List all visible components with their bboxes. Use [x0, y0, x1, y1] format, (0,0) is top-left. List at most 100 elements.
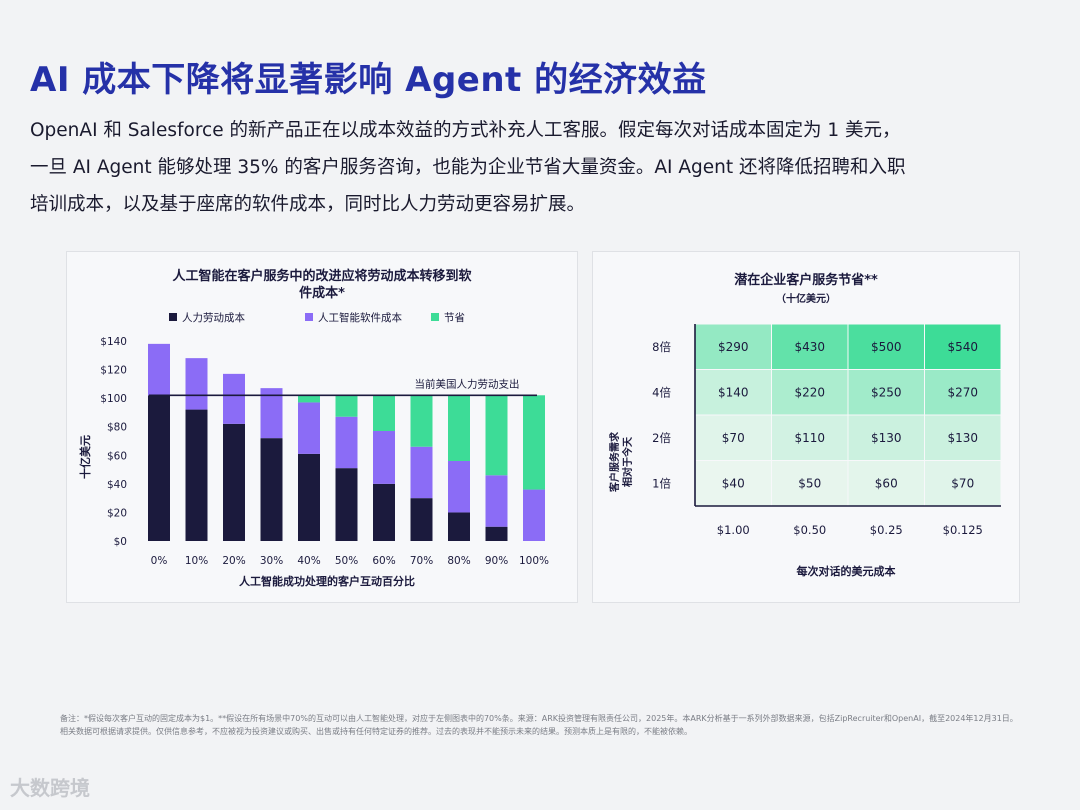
chart-bars: 0% 10% 20% 30% 40% 50% 60% 70% 80% 90% 100%	[148, 343, 549, 567]
bar-segment	[485, 475, 508, 527]
body-line: 培训成本，以及基于座席的软件成本，同时比人力劳动更容易扩展。	[30, 194, 586, 215]
x-tick-label: 100%	[519, 555, 549, 567]
chart-legend: 人力劳动成本 人工智能软件成本 节省	[169, 311, 465, 324]
heatmap-panel: 潜在企业客户服务节省** （十亿美元） $290 $430 $500 $540 $140…	[592, 251, 1020, 603]
heatmap-chart: 潜在企业客户服务节省** （十亿美元） $290 $430 $500 $540 $140…	[608, 272, 1002, 578]
heatmap-cell	[771, 460, 849, 507]
heatmap-cell-label: $60	[875, 476, 898, 490]
bar-segment	[335, 416, 358, 469]
heatmap-cell-label: $70	[722, 431, 745, 445]
bar-segment	[298, 402, 320, 454]
bar-segment	[373, 483, 395, 541]
chart-title: 件成本*	[299, 285, 345, 301]
heatmap-cell	[847, 414, 925, 461]
heatmap-cell	[694, 369, 772, 416]
y-tick-label: $140	[100, 336, 127, 348]
x-tick-label: 40%	[297, 555, 320, 567]
y-tick-label: $40	[107, 479, 127, 491]
bar-segment	[335, 395, 358, 417]
heatmap-cell-label: $50	[798, 476, 821, 490]
x-tick-label: 50%	[335, 555, 358, 567]
bar-segment	[448, 395, 470, 461]
bar-segment	[410, 446, 433, 499]
heatmap-cell	[847, 369, 925, 416]
x-tick-label: 30%	[260, 555, 283, 567]
body-line: 一旦 AI Agent 能够处理 35% 的客户服务咨询，也能为企业节省大量资金…	[30, 157, 906, 178]
reference-line-group: 当前美国人力劳动支出	[149, 377, 537, 397]
y-tick-label: 8倍	[652, 340, 671, 354]
bar-segment	[523, 489, 545, 541]
bar-segment	[448, 461, 470, 513]
heatmap-cell	[924, 414, 1002, 461]
bar-segment	[260, 388, 283, 439]
heatmap-cell-label: $40	[722, 476, 745, 490]
bar-segment	[410, 395, 433, 447]
x-tick-label: 80%	[447, 555, 470, 567]
chart-subtitle: （十亿美元）	[776, 292, 836, 305]
bar-segment	[223, 423, 245, 541]
y-tick-label: $60	[107, 450, 127, 462]
y-tick-label: $120	[100, 365, 127, 377]
bar-segment	[335, 468, 358, 541]
y-axis-label: 客户服务需求	[608, 431, 621, 493]
watermark-logo: 大数跨境	[10, 776, 90, 800]
bar-segment	[410, 498, 433, 541]
y-tick-label: $20	[107, 507, 127, 519]
chart-axis: $0 $20 $40 $60 $80 $100 $120 $140	[100, 336, 127, 548]
x-axis-label: 人工智能成功处理的客户互动百分比	[239, 574, 415, 588]
x-tick-label: 60%	[372, 555, 395, 567]
heatmap-cell	[771, 323, 849, 370]
heatmap-cell	[847, 323, 925, 370]
heatmap-cell-label: $110	[794, 431, 825, 445]
legend-label: 节省	[444, 311, 465, 324]
heatmap-cell	[924, 460, 1002, 507]
bar-segment	[485, 526, 508, 541]
bar-segment	[448, 512, 470, 541]
bar-segment	[485, 395, 508, 476]
x-tick-label: $0.25	[870, 523, 903, 537]
chart-title: 人工智能在客户服务中的改进应将劳动成本转移到软	[172, 268, 471, 284]
legend-swatch	[431, 313, 439, 321]
body-line: OpenAI 和 Salesforce 的新产品正在以成本效益的方式补充人工客服…	[30, 120, 901, 141]
heatmap-cell	[924, 369, 1002, 416]
footnote: 备注：*假设每次客户互动的固定成本为$1。**假设在所有场景中70%的互动可以由…	[60, 714, 1018, 736]
legend-label: 人工智能软件成本	[318, 311, 402, 324]
y-tick-label: 2倍	[652, 431, 671, 445]
heatmap-cell-label: $500	[871, 340, 902, 354]
legend-label: 人力劳动成本	[182, 311, 245, 324]
y-tick-label: 1倍	[652, 476, 671, 490]
y-axis-label: 十亿美元	[78, 435, 92, 479]
x-tick-label: $0.125	[943, 523, 983, 537]
heatmap-cell-label: $290	[718, 340, 749, 354]
bar-segment	[185, 358, 208, 410]
page-title: AI 成本下降将显著影响 Agent 的经济效益	[30, 60, 707, 100]
legend-swatch	[169, 313, 177, 321]
bar-segment	[373, 431, 395, 484]
reference-line-label: 当前美国人力劳动支出	[415, 377, 520, 390]
x-tick-label: $0.50	[793, 523, 826, 537]
bar-segment	[298, 453, 320, 541]
x-tick-label: 10%	[185, 555, 208, 567]
heatmap-cell-label: $220	[794, 385, 825, 399]
body-text: OpenAI 和 Salesforce 的新产品正在以成本效益的方式补充人工客服…	[30, 112, 1040, 223]
heatmap-cell-label: $270	[947, 385, 978, 399]
x-tick-label: $1.00	[717, 523, 750, 537]
x-tick-label: 0%	[151, 555, 168, 567]
bar-segment	[523, 395, 545, 490]
bar-segment	[148, 343, 170, 396]
x-tick-label: 70%	[410, 555, 433, 567]
heatmap-cell	[694, 323, 772, 370]
heatmap-cell-label: $70	[951, 476, 974, 490]
heatmap-cell	[847, 460, 925, 507]
y-tick-label: 4倍	[652, 385, 671, 399]
heatmap-cell-label: $140	[718, 385, 749, 399]
heatmap-axes: 8倍 4倍 2倍 1倍 $1.00 $0.50 $0.25 $0.125	[652, 324, 1001, 537]
bar-segment	[373, 395, 395, 431]
x-axis-label: 每次对话的美元成本	[797, 564, 896, 578]
y-tick-label: $100	[100, 393, 127, 405]
bar-segment	[260, 438, 283, 541]
bar-chart-panel: 人工智能在客户服务中的改进应将劳动成本转移到软 件成本* 人力劳动成本 人工智能软…	[66, 251, 578, 603]
x-tick-label: 90%	[485, 555, 508, 567]
stacked-bar-chart: 人工智能在客户服务中的改进应将劳动成本转移到软 件成本* 人力劳动成本 人工智能软…	[78, 268, 549, 588]
heatmap-cell-label: $540	[947, 340, 978, 354]
